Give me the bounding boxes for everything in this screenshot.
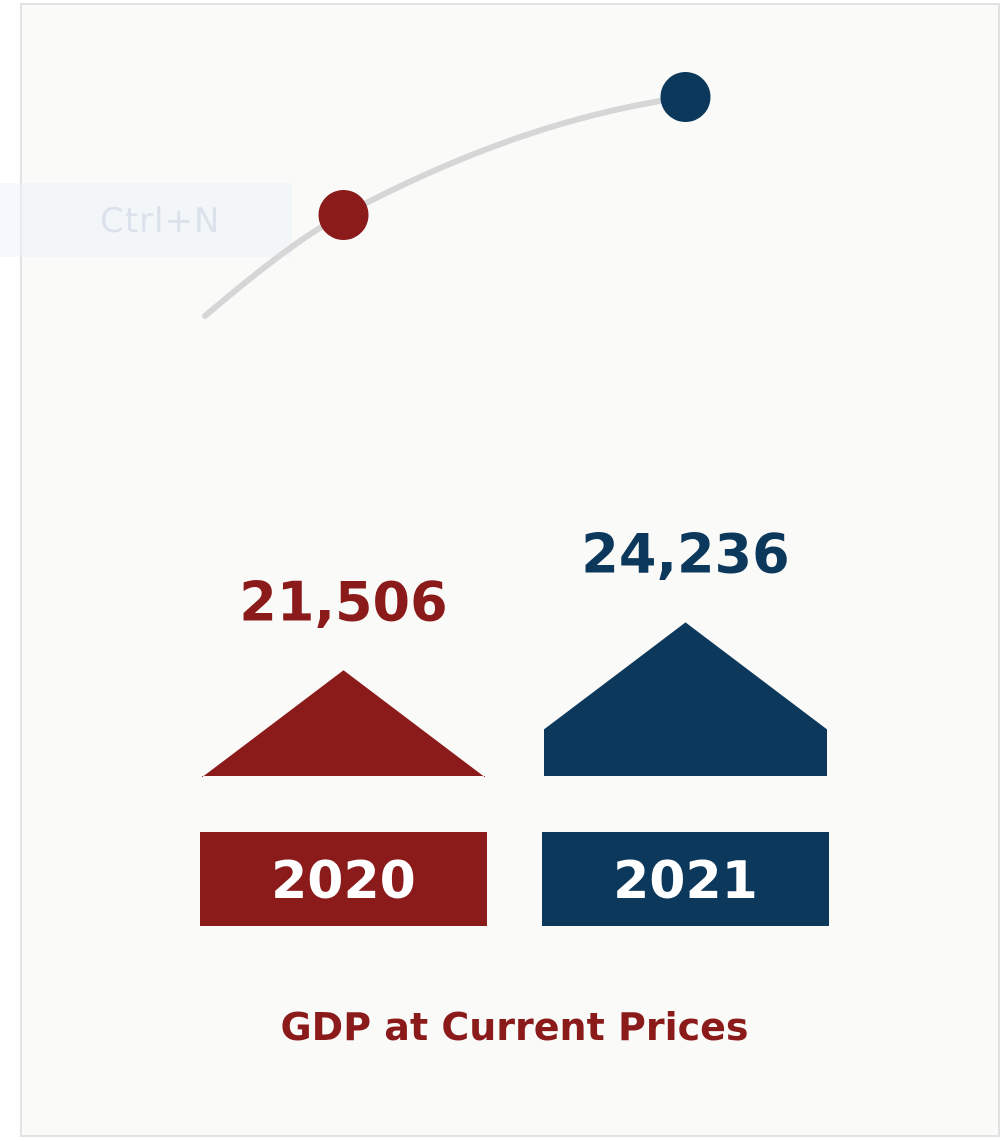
category-label-2020: 2020 [271, 851, 416, 911]
bar-2020 [202, 670, 485, 778]
trend-dot-2020 [318, 190, 369, 240]
value-label-2020: 21,506 [239, 570, 447, 633]
chart-title: GDP at Current Prices [280, 1005, 748, 1049]
value-label-2021: 24,236 [581, 522, 789, 585]
shortcut-hint: Ctrl+N [0, 183, 292, 257]
category-label-2021: 2021 [613, 851, 758, 911]
category-box-2021 [542, 832, 829, 926]
shortcut-hint-label: Ctrl+N [100, 201, 221, 241]
category-box-2020 [200, 832, 487, 926]
bar-2021 [544, 622, 827, 776]
trend-arc [202, 94, 689, 319]
trend-dot-2021 [660, 72, 711, 122]
